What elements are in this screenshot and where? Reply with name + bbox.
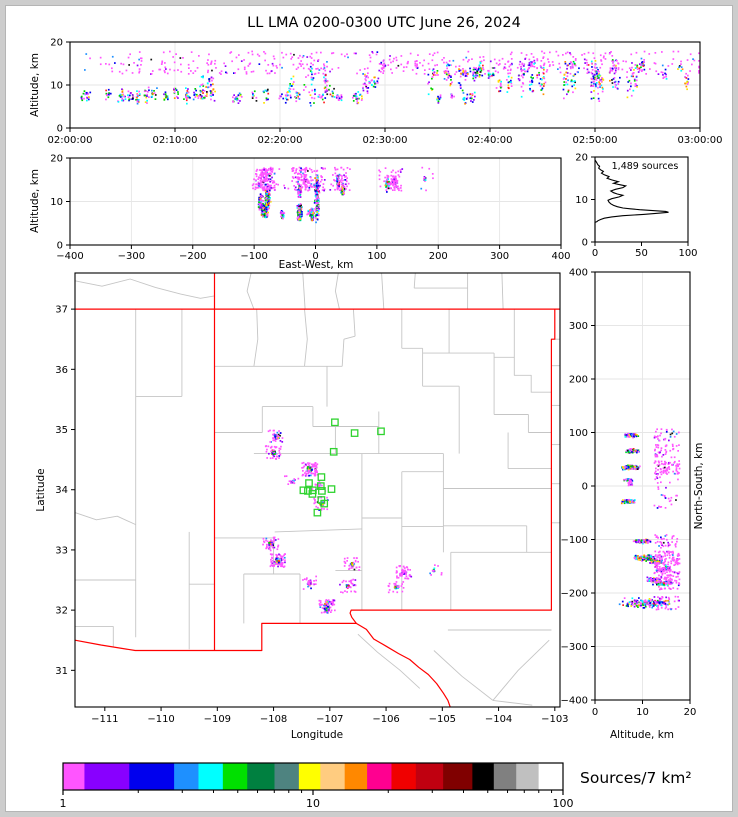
tick-label: 02:40:00 — [468, 135, 513, 146]
tick-label: 0 — [582, 482, 588, 493]
tick-label: 0 — [592, 248, 598, 259]
tick-label: 400 — [551, 251, 570, 262]
tick-label: −105 — [429, 714, 456, 725]
tick-label: 32 — [55, 606, 68, 617]
colorbar-label: Sources/7 km² — [580, 769, 692, 787]
tick-label: 400 — [569, 268, 588, 279]
tick-label: 02:30:00 — [363, 135, 408, 146]
tick-label: −100 — [561, 535, 588, 546]
ns-panel-xlabel: Altitude, km — [610, 729, 674, 741]
figure-title: LL LMA 0200-0300 UTC June 26, 2024 — [247, 15, 521, 31]
ew-panel-xlabel: East-West, km — [279, 259, 354, 271]
tick-label: 20 — [50, 154, 63, 165]
tick-label: 02:10:00 — [153, 135, 198, 146]
tick-label: 10 — [50, 81, 63, 92]
tick-label: 10 — [575, 195, 588, 206]
tick-label: 20 — [684, 707, 697, 718]
map-ylabel: Latitude — [35, 468, 47, 511]
tick-label: 34 — [55, 485, 68, 496]
tick-label: 37 — [55, 305, 68, 316]
axis-tick-marks — [66, 41, 701, 711]
tick-label: −110 — [147, 714, 174, 725]
tick-label: −200 — [561, 589, 588, 600]
tick-label: 02:50:00 — [573, 135, 618, 146]
tick-label: 50 — [635, 248, 648, 259]
colorbar-tick-label: 10 — [306, 797, 320, 810]
altitude-histogram-curve — [594, 159, 669, 242]
tick-label: −400 — [56, 251, 83, 262]
time-panel-ylabel: Altitude, km — [29, 53, 41, 117]
colorbar: 1 10 100 — [60, 762, 574, 810]
tick-label: −104 — [485, 714, 512, 725]
tick-label: 200 — [429, 251, 448, 262]
tick-label: 0 — [312, 251, 318, 262]
tick-label: 300 — [569, 321, 588, 332]
tick-label: −103 — [541, 714, 568, 725]
tick-label: 20 — [50, 38, 63, 49]
tick-label: −300 — [561, 642, 588, 653]
tick-label: 0 — [57, 124, 63, 135]
tick-label: 36 — [55, 365, 68, 376]
tick-label: −107 — [316, 714, 343, 725]
tick-label: 100 — [678, 248, 697, 259]
tick-label: −300 — [118, 251, 145, 262]
tick-label: 0 — [592, 707, 598, 718]
tick-label: 300 — [490, 251, 509, 262]
figure-background — [5, 5, 733, 812]
tick-label: 31 — [55, 666, 68, 677]
colorbar-tick-label: 100 — [553, 797, 574, 810]
tick-label: −200 — [179, 251, 206, 262]
tick-label: 200 — [569, 375, 588, 386]
tick-label: 10 — [50, 197, 63, 208]
tick-label: 20 — [575, 153, 588, 164]
tick-label: 02:20:00 — [258, 135, 303, 146]
tick-label: −109 — [204, 714, 231, 725]
map-xlabel: Longitude — [291, 729, 343, 741]
tick-label: 0 — [582, 238, 588, 249]
tick-label: 03:00:00 — [678, 135, 723, 146]
ns-panel-ylabel: North-South, km — [693, 443, 705, 530]
tick-label: −108 — [260, 714, 287, 725]
ew-panel-ylabel: Altitude, km — [29, 169, 41, 233]
tick-label: 0 — [57, 241, 63, 252]
tick-label: 100 — [367, 251, 386, 262]
source-count-annotation: 1,489 sources — [612, 161, 679, 172]
county-borders-layer — [74, 272, 560, 706]
state-borders-layer — [74, 273, 560, 708]
tick-label: 100 — [569, 428, 588, 439]
tick-label: −106 — [372, 714, 399, 725]
tick-label: −100 — [240, 251, 267, 262]
tick-label: 35 — [55, 425, 68, 436]
tick-label: 33 — [55, 545, 68, 556]
cg-flash-squares-layer — [299, 418, 385, 517]
tick-label: −400 — [561, 696, 588, 707]
colorbar-tick-label: 1 — [60, 797, 67, 810]
tick-label: 02:00:00 — [48, 135, 93, 146]
axis-tick-labels: 02:00:00 02:10:00 02:20:00 02:30:00 02:40:00… — [48, 38, 723, 726]
tick-label: −111 — [91, 714, 118, 725]
lightning-sources-layer — [80, 50, 700, 614]
tick-label: 10 — [636, 707, 649, 718]
